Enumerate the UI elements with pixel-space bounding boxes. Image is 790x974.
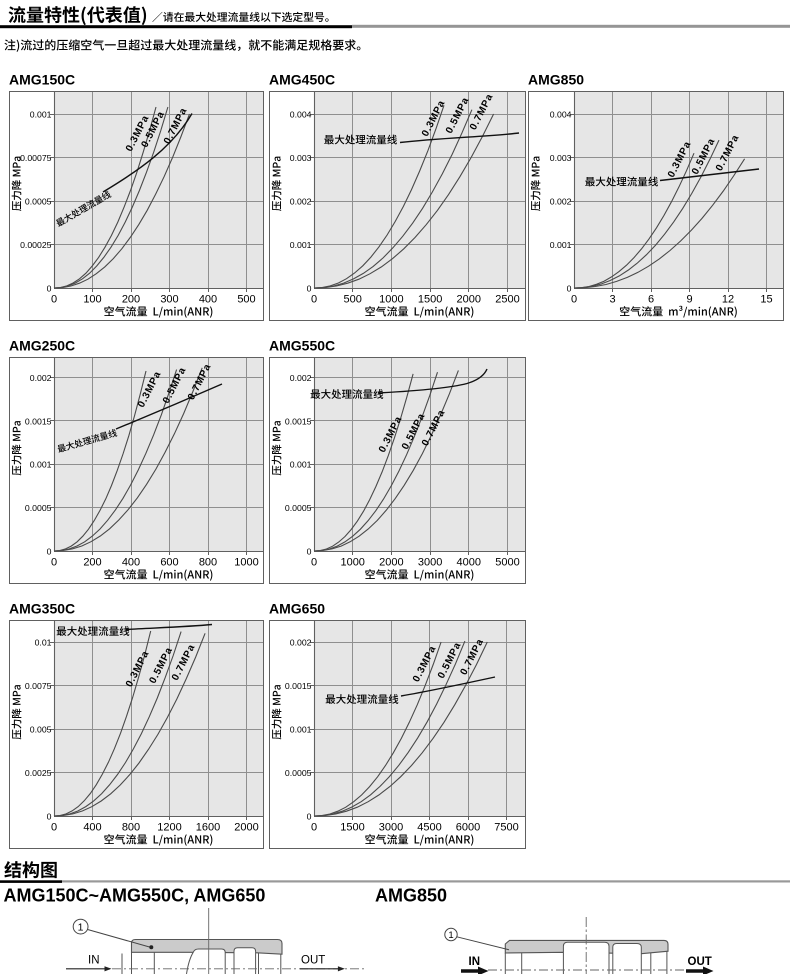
svg-text:1: 1 [78, 922, 84, 934]
svg-text:AMG150C~AMG550C, AMG650: AMG150C~AMG550C, AMG650 [4, 886, 266, 906]
svg-text:IN: IN [469, 956, 481, 968]
svg-text:0: 0 [571, 293, 577, 305]
svg-text:0.002: 0.002 [290, 373, 312, 383]
svg-text:800: 800 [199, 556, 217, 568]
svg-text:3000: 3000 [418, 556, 442, 568]
svg-text:0.002: 0.002 [290, 197, 312, 207]
svg-text:0.002: 0.002 [550, 197, 572, 207]
svg-text:7500: 7500 [494, 821, 518, 833]
svg-text:IN: IN [88, 955, 100, 967]
svg-text:AMG850: AMG850 [375, 886, 447, 906]
svg-text:1000: 1000 [379, 293, 403, 305]
svg-text:0: 0 [47, 284, 52, 294]
svg-text:2000: 2000 [234, 821, 258, 833]
svg-text:0.0005: 0.0005 [25, 197, 52, 207]
svg-text:1500: 1500 [340, 821, 364, 833]
svg-text:9: 9 [686, 293, 692, 305]
svg-text:0.003: 0.003 [290, 153, 312, 163]
svg-text:0.01: 0.01 [35, 638, 52, 648]
svg-text:AMG350C: AMG350C [9, 601, 75, 617]
svg-text:2500: 2500 [495, 293, 519, 305]
svg-text:0.0005: 0.0005 [25, 503, 52, 513]
svg-text:0.0025: 0.0025 [25, 768, 52, 778]
svg-text:3000: 3000 [379, 821, 403, 833]
svg-text:0.003: 0.003 [550, 153, 572, 163]
svg-text:200: 200 [122, 293, 140, 305]
svg-text:12: 12 [722, 293, 734, 305]
svg-text:0: 0 [307, 812, 312, 822]
svg-text:0: 0 [307, 547, 312, 557]
svg-text:AMG150C: AMG150C [9, 72, 75, 88]
svg-text:1200: 1200 [157, 821, 181, 833]
svg-text:400: 400 [199, 293, 217, 305]
svg-text:4500: 4500 [417, 821, 441, 833]
svg-text:0.001: 0.001 [30, 110, 52, 120]
svg-text:0.002: 0.002 [30, 373, 52, 383]
svg-text:6000: 6000 [456, 821, 480, 833]
svg-text:AMG450C: AMG450C [269, 72, 335, 88]
svg-text:4000: 4000 [457, 556, 481, 568]
svg-text:0: 0 [51, 293, 57, 305]
svg-text:0.0015: 0.0015 [285, 681, 312, 691]
svg-text:0.005: 0.005 [30, 725, 52, 735]
svg-text:15: 15 [760, 293, 772, 305]
svg-text:0.001: 0.001 [290, 460, 312, 470]
svg-text:2000: 2000 [457, 293, 481, 305]
svg-text:0.001: 0.001 [550, 240, 572, 250]
svg-text:0.001: 0.001 [30, 460, 52, 470]
svg-text:AMG250C: AMG250C [9, 338, 75, 354]
svg-text:1500: 1500 [418, 293, 442, 305]
svg-text:0.004: 0.004 [290, 110, 312, 120]
svg-text:0.00025: 0.00025 [20, 240, 52, 250]
svg-text:0.001: 0.001 [290, 725, 312, 735]
svg-text:0.0075: 0.0075 [25, 681, 52, 691]
svg-text:600: 600 [160, 556, 178, 568]
svg-text:400: 400 [83, 821, 101, 833]
svg-text:0.002: 0.002 [290, 638, 312, 648]
svg-text:6: 6 [648, 293, 654, 305]
svg-text:400: 400 [122, 556, 140, 568]
svg-text:1600: 1600 [196, 821, 220, 833]
svg-text:0.001: 0.001 [290, 240, 312, 250]
svg-text:0.004: 0.004 [550, 110, 572, 120]
svg-text:OUT: OUT [301, 955, 325, 967]
svg-text:AMG850: AMG850 [528, 72, 584, 88]
svg-text:0: 0 [567, 284, 572, 294]
svg-text:1000: 1000 [234, 556, 258, 568]
svg-text:800: 800 [122, 821, 140, 833]
svg-text:0: 0 [311, 293, 317, 305]
svg-text:0: 0 [51, 821, 57, 833]
svg-text:0.0015: 0.0015 [25, 416, 52, 426]
svg-text:0: 0 [47, 812, 52, 822]
svg-text:0.0015: 0.0015 [285, 416, 312, 426]
svg-text:AMG550C: AMG550C [269, 338, 335, 354]
svg-text:AMG650: AMG650 [269, 601, 325, 617]
svg-text:500: 500 [237, 293, 255, 305]
svg-text:0: 0 [311, 556, 317, 568]
svg-text:0.0005: 0.0005 [285, 768, 312, 778]
svg-text:0: 0 [51, 556, 57, 568]
svg-text:0: 0 [47, 547, 52, 557]
svg-text:1000: 1000 [340, 556, 364, 568]
svg-text:0.0005: 0.0005 [285, 503, 312, 513]
svg-text:2000: 2000 [379, 556, 403, 568]
svg-text:500: 500 [344, 293, 362, 305]
svg-text:OUT: OUT [688, 956, 712, 968]
svg-text:100: 100 [83, 293, 101, 305]
svg-text:0.00075: 0.00075 [20, 153, 52, 163]
svg-text:0: 0 [311, 821, 317, 833]
svg-text:200: 200 [83, 556, 101, 568]
svg-text:3: 3 [609, 293, 615, 305]
svg-text:1: 1 [448, 930, 453, 941]
svg-text:0: 0 [307, 284, 312, 294]
svg-text:5000: 5000 [495, 556, 519, 568]
svg-text:300: 300 [160, 293, 178, 305]
